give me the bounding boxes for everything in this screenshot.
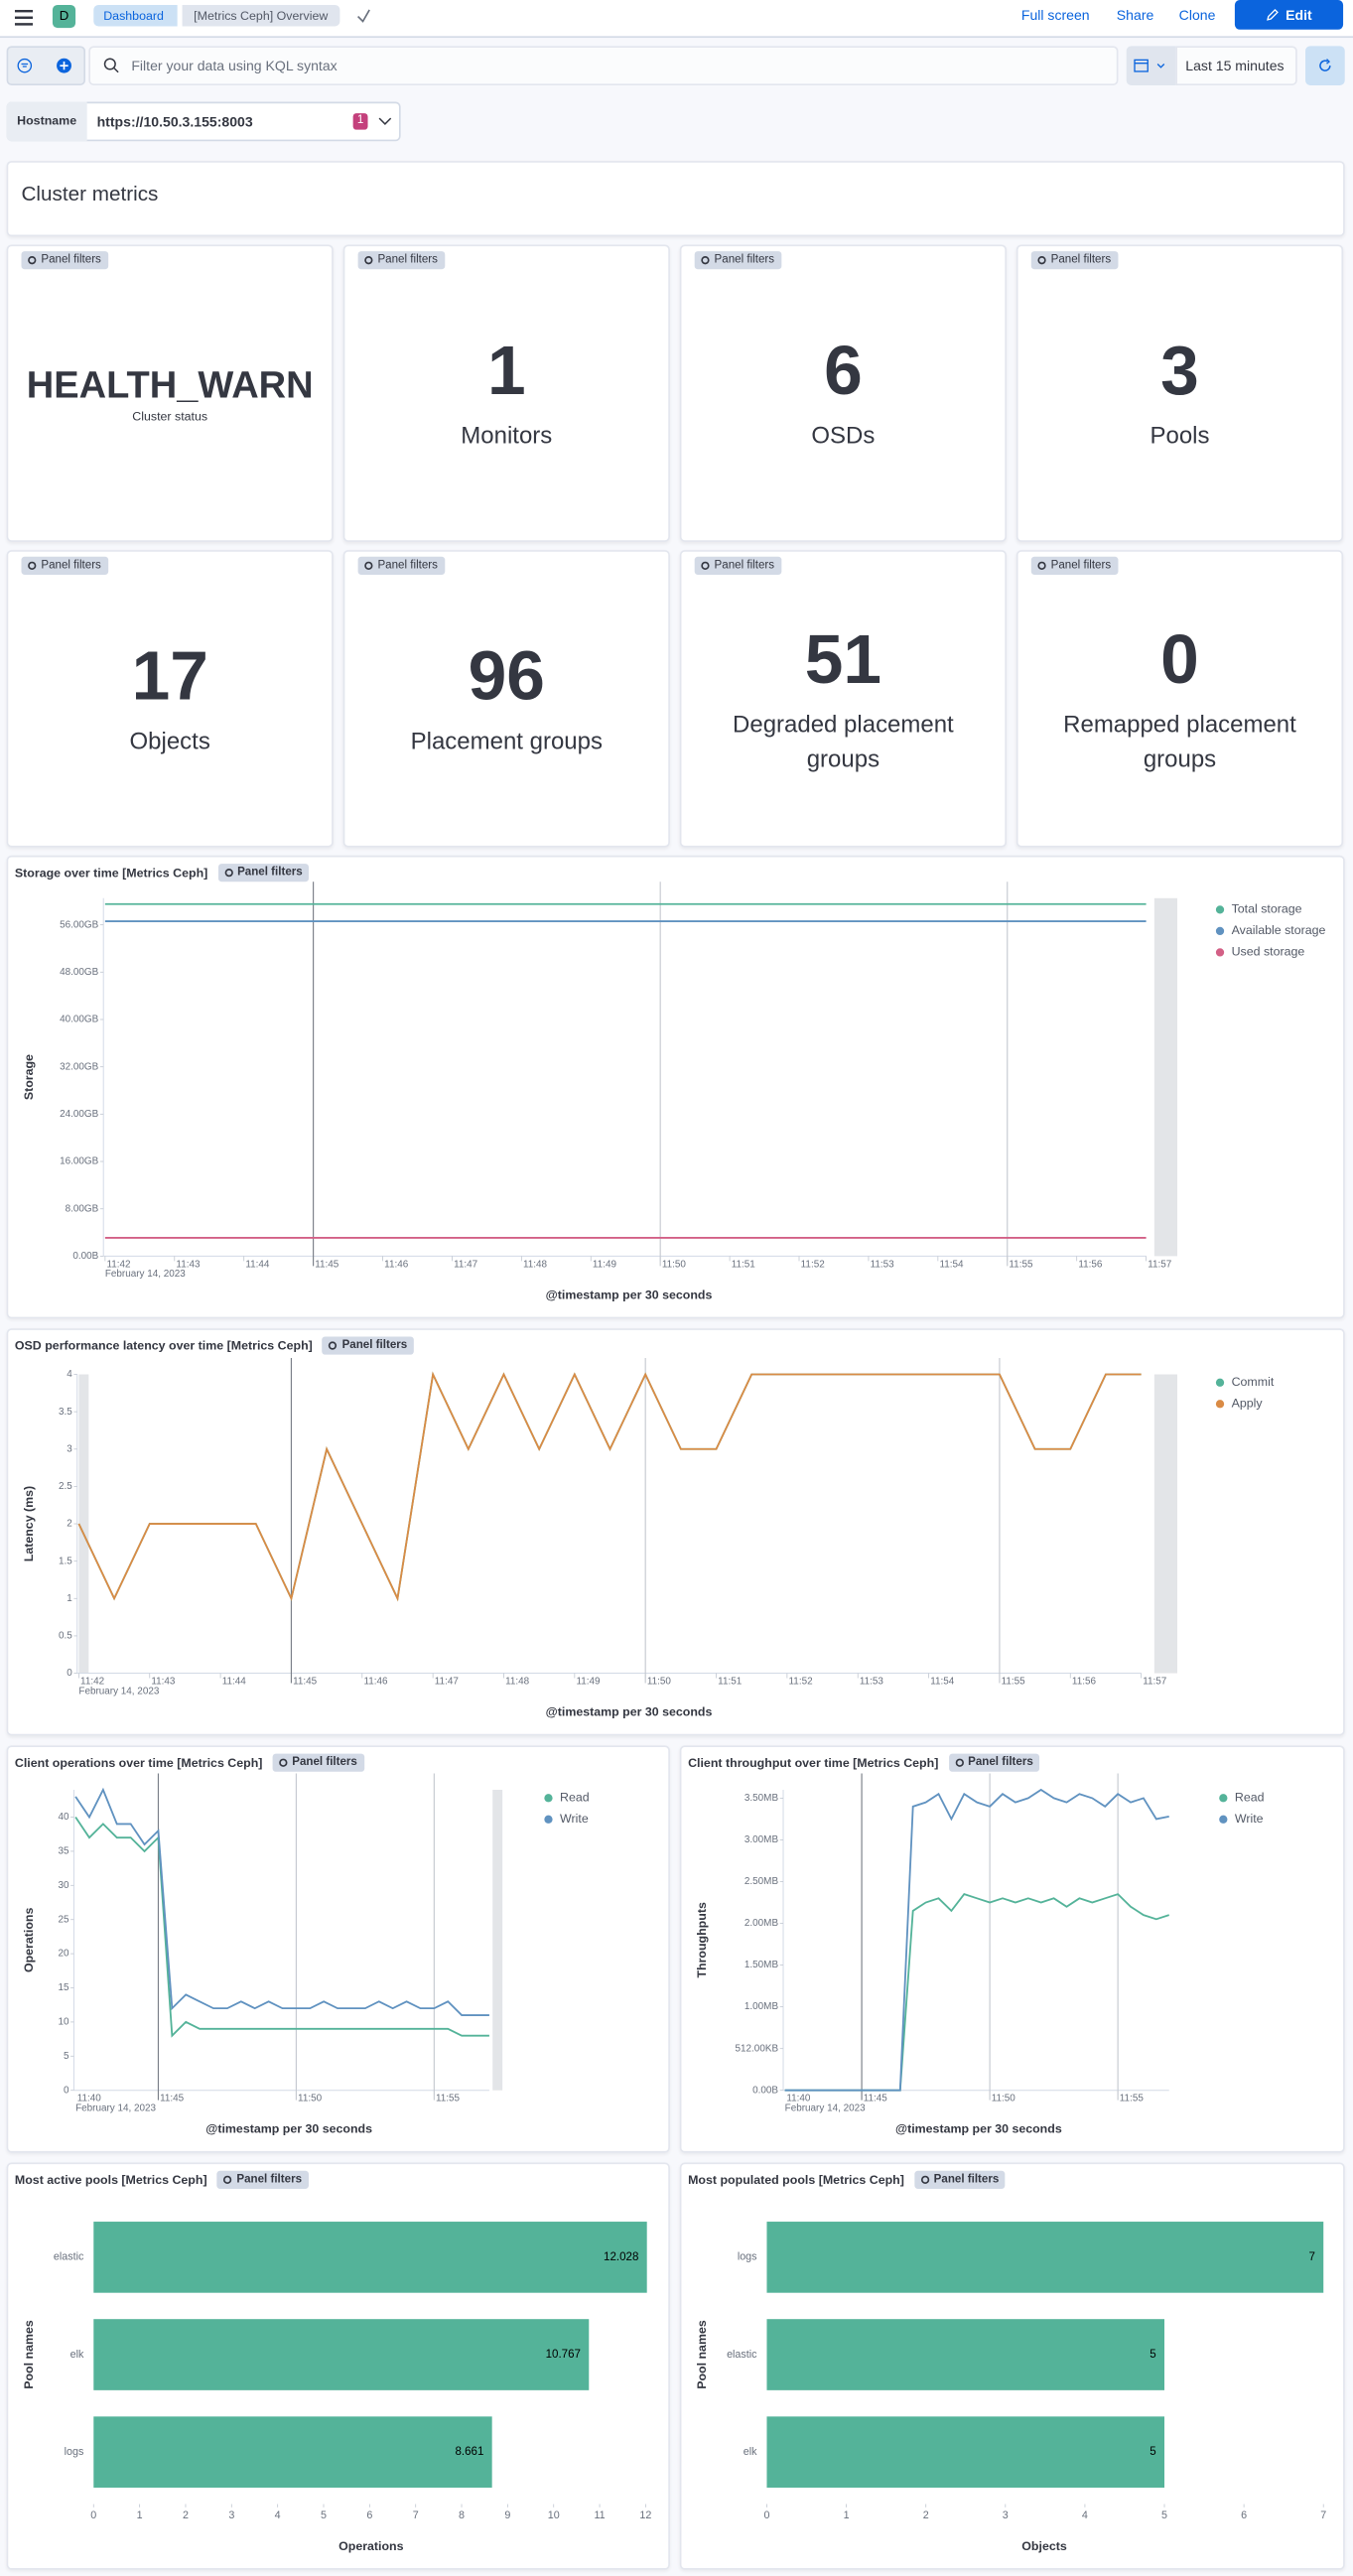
metric-value: 51	[804, 619, 882, 698]
control-label: Hostname	[6, 101, 87, 142]
metric-value: 3	[1160, 332, 1199, 409]
metric-panel: Panel filters 3 Pools	[1015, 244, 1344, 542]
breadcrumb: [Metrics Ceph] Overview	[182, 4, 339, 27]
chart-title: Most populated pools [Metrics Ceph]	[688, 2172, 904, 2188]
edit-button[interactable]: Edit	[1234, 0, 1344, 30]
panel-filters[interactable]: Panel filters	[272, 1753, 364, 1772]
filter-icon[interactable]	[17, 58, 34, 74]
panel-header: Most active pools [Metrics Ceph] Panel fi…	[14, 2170, 309, 2189]
panel-filters[interactable]: Panel filters	[694, 251, 781, 270]
chart-panel: Client throughput over time [Metrics Cep…	[679, 1745, 1345, 2153]
chart-panel: Storage over time [Metrics Ceph] Panel fi…	[6, 855, 1345, 1319]
header-action[interactable]: Clone	[1178, 6, 1216, 24]
add-filter-icon[interactable]	[56, 58, 72, 74]
panel-filters[interactable]: Panel filters	[1030, 251, 1118, 270]
breadcrumb[interactable]: Dashboard	[93, 4, 178, 27]
metric-value: HEALTH_WARN	[26, 362, 314, 406]
metric-panel: Panel filters HEALTH_WARN Cluster status	[6, 244, 334, 542]
metric-panel: Panel filters 1 Monitors	[342, 244, 670, 542]
pencil-icon	[1267, 8, 1279, 21]
refresh-button[interactable]	[1305, 46, 1345, 86]
panel-filters[interactable]: Panel filters	[357, 251, 445, 270]
metric-panel: Panel filters 6 OSDs	[679, 244, 1007, 542]
chart-title: OSD performance latency over time [Metri…	[14, 1338, 313, 1354]
metric-label: Placement groups	[410, 729, 603, 755]
panel-header: Client operations over time [Metrics Cep…	[14, 1753, 364, 1772]
panel-filters[interactable]: Panel filters	[216, 2170, 309, 2189]
chart-panel: Most active pools [Metrics Ceph] Panel fi…	[6, 2162, 670, 2570]
section-panel	[6, 161, 1345, 237]
chart-title: Storage over time [Metrics Ceph]	[14, 865, 208, 881]
control-value: https://10.50.3.155:8003	[96, 113, 253, 130]
metric-panel: Panel filters 96 Placement groups	[342, 550, 670, 848]
time-range: Last 15 minutes	[1185, 57, 1285, 74]
panel-filters[interactable]: Panel filters	[948, 1753, 1040, 1772]
metric-panel: Panel filters 17 Objects	[6, 550, 334, 848]
metric-value: 96	[468, 636, 545, 715]
panel-filters[interactable]: Panel filters	[1030, 556, 1118, 575]
calendar-icon	[1134, 59, 1165, 72]
metric-label: Monitors	[461, 423, 553, 451]
menu-icon[interactable]	[14, 9, 34, 27]
control-count: 1	[352, 113, 368, 130]
panel-filters[interactable]: Panel filters	[913, 2170, 1006, 2189]
panel-header: Client throughput over time [Metrics Cep…	[688, 1753, 1040, 1772]
panel-header: Most populated pools [Metrics Ceph] Panel…	[688, 2170, 1006, 2189]
metric-label: Objects	[129, 729, 210, 755]
filter-buttons[interactable]	[6, 46, 86, 86]
panel-filters[interactable]: Panel filters	[21, 556, 108, 575]
section-title: Cluster metrics	[21, 182, 159, 205]
panel-filters[interactable]: Panel filters	[21, 251, 108, 270]
metric-label: Remapped placement groups	[1063, 712, 1296, 773]
search-icon	[103, 58, 119, 73]
chart-title: Client operations over time [Metrics Cep…	[14, 1755, 263, 1771]
check-icon[interactable]	[356, 8, 371, 23]
refresh-icon	[1319, 59, 1331, 71]
edit-label: Edit	[1285, 6, 1312, 24]
date-picker[interactable]	[1175, 46, 1297, 86]
metric-label: Degraded placement groups	[733, 712, 954, 773]
query-placeholder: Filter your data using KQL syntax	[131, 57, 338, 74]
chart-title: Most active pools [Metrics Ceph]	[14, 2172, 207, 2188]
chart-panel: Most populated pools [Metrics Ceph] Panel…	[679, 2162, 1345, 2570]
metric-label: OSDs	[811, 423, 876, 451]
metric-panel: Panel filters 0 Remapped placement groups	[1015, 550, 1344, 848]
metric-label: Cluster status	[132, 408, 208, 424]
panel-header: OSD performance latency over time [Metri…	[14, 1336, 414, 1355]
metric-value: 6	[824, 332, 863, 409]
query-input[interactable]	[88, 46, 1119, 86]
metric-value: 0	[1160, 619, 1199, 698]
panel-filters[interactable]: Panel filters	[217, 864, 310, 882]
chart-panel: Client operations over time [Metrics Cep…	[6, 1745, 670, 2153]
space-avatar[interactable]: D	[52, 4, 76, 29]
chart-title: Client throughput over time [Metrics Cep…	[688, 1755, 939, 1771]
metric-value: 1	[486, 332, 526, 409]
panel-filters[interactable]: Panel filters	[694, 556, 781, 575]
metric-label: Pools	[1150, 423, 1210, 451]
panel-filters[interactable]: Panel filters	[357, 556, 445, 575]
metric-value: 17	[131, 636, 208, 715]
metric-panel: Panel filters 51 Degraded placement groups	[679, 550, 1007, 848]
header-action[interactable]: Share	[1116, 6, 1154, 24]
chevron-icon	[378, 117, 392, 125]
panel-filters[interactable]: Panel filters	[322, 1336, 414, 1355]
panel-header: Storage over time [Metrics Ceph] Panel fi…	[14, 864, 310, 882]
chart-panel: OSD performance latency over time [Metri…	[6, 1328, 1345, 1736]
header-action[interactable]: Full screen	[1020, 6, 1090, 24]
